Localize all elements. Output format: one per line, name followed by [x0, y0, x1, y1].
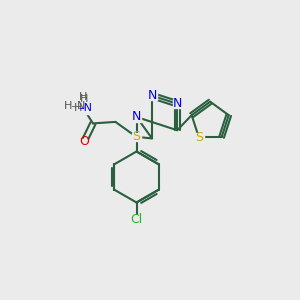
Bar — [173, 99, 182, 108]
Text: O: O — [79, 136, 89, 148]
Text: H–N: H–N — [64, 101, 86, 111]
Bar — [80, 139, 88, 148]
Text: S: S — [195, 130, 203, 143]
Bar — [194, 133, 203, 142]
Text: Cl: Cl — [130, 212, 142, 226]
Text: H: H — [80, 94, 88, 104]
Bar — [74, 97, 89, 114]
Bar — [132, 112, 141, 122]
Text: N: N — [147, 89, 157, 102]
Text: S: S — [132, 130, 140, 143]
Bar — [132, 133, 141, 141]
Text: H: H — [79, 92, 87, 102]
Bar — [80, 94, 86, 100]
Text: N: N — [132, 110, 141, 124]
Bar — [131, 215, 142, 223]
Bar — [68, 102, 82, 110]
Text: H: H — [74, 103, 83, 113]
Bar — [148, 91, 157, 100]
Text: –N: –N — [78, 103, 92, 113]
Text: N: N — [172, 97, 182, 110]
